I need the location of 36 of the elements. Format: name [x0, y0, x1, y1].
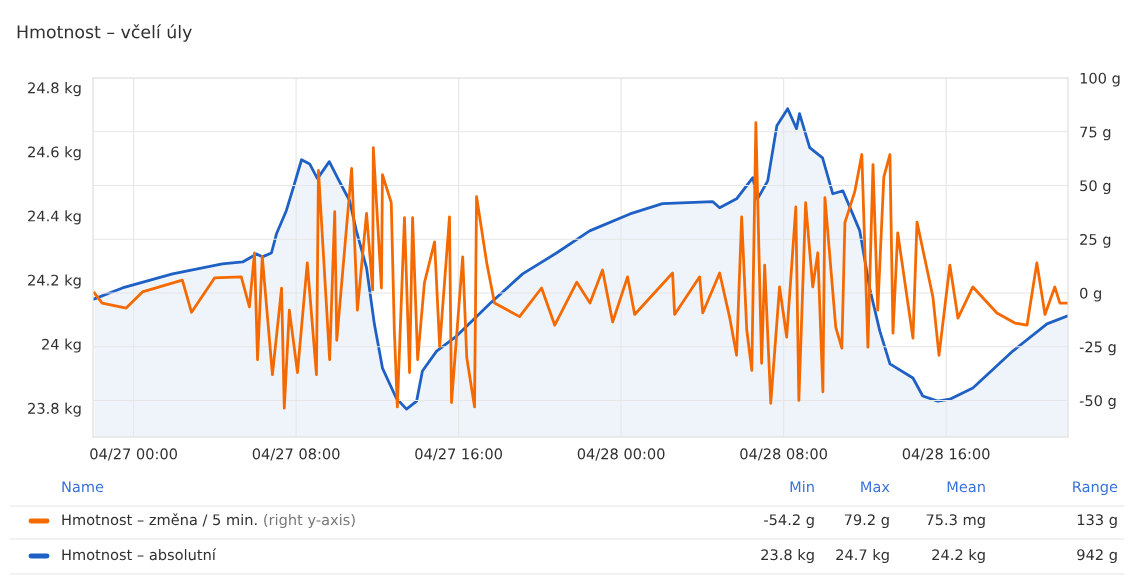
y-tick-label: 24.2 kg	[28, 274, 81, 289]
x-tick-label: 04/27 00:00	[90, 448, 177, 461]
y-tick-label: 24.4 kg	[28, 210, 81, 225]
text: -54.2 g	[764, 514, 814, 529]
text: 24.2 kg	[932, 548, 985, 564]
y-tick-label: 23.8 kg	[28, 402, 81, 417]
text: Max	[861, 481, 890, 493]
y2-tick-label: 75 g	[1080, 126, 1111, 141]
y2-tick-label: -25 g	[1079, 341, 1116, 356]
y2-tick-label: 25 g	[1080, 233, 1111, 248]
text: 24.7 kg	[836, 548, 889, 564]
text: (right y-axis)	[264, 513, 355, 529]
chart-title: Hmotnost – včelí úly	[17, 24, 192, 42]
text: Name	[62, 481, 104, 493]
y-tick-label: 24 kg	[42, 338, 81, 353]
text: Range	[1073, 481, 1118, 496]
y2-tick-label: 100 g	[1080, 72, 1120, 87]
legend-label: Hmotnost – změna / 5 min.	[62, 513, 257, 527]
y-tick-label: 24.8 kg	[28, 82, 81, 97]
text: 79.2 g	[844, 514, 889, 529]
y-tick-label: 24.6 kg	[28, 146, 81, 161]
text: 23.8 kg	[761, 548, 814, 564]
text: Mean	[947, 481, 985, 493]
y2-tick-label: -50 g	[1079, 395, 1116, 410]
text: 942 g	[1077, 549, 1117, 564]
legend-label: Hmotnost – absolutní	[62, 548, 217, 561]
text: Min	[790, 480, 814, 493]
text: 75.3 mg	[926, 514, 985, 529]
y2-tick-label: 50 g	[1080, 180, 1111, 195]
text: 133 g	[1077, 514, 1117, 529]
x-tick-label: 04/27 16:00	[415, 448, 502, 461]
x-tick-label: 04/27 08:00	[252, 448, 340, 461]
x-tick-label: 04/28 16:00	[902, 448, 990, 461]
y2-tick-label: 0 g	[1080, 287, 1101, 302]
x-tick-label: 04/28 00:00	[577, 448, 665, 461]
x-tick-label: 04/28 08:00	[740, 448, 827, 461]
